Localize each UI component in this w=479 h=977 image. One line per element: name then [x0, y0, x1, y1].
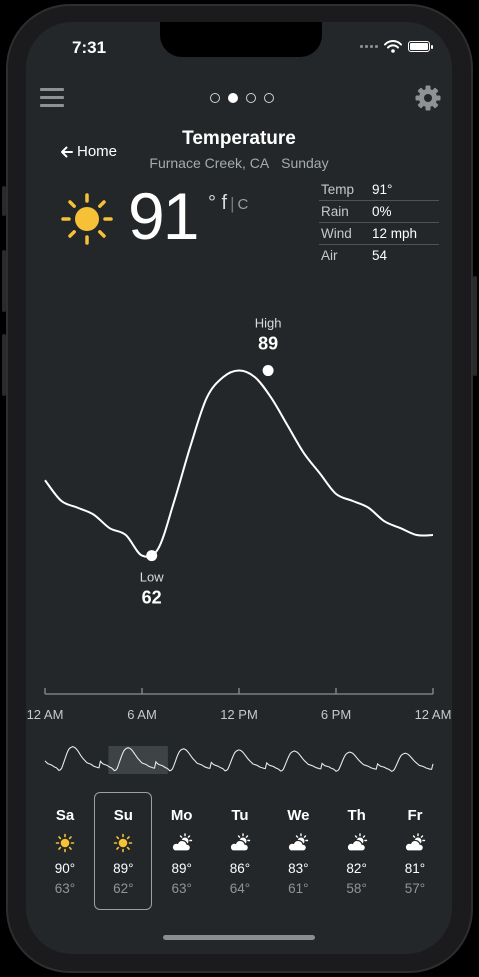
stat-label: Rain [321, 204, 349, 219]
page-dot[interactable] [228, 93, 238, 103]
unit-separator: | [230, 194, 235, 213]
day-high: 86° [229, 861, 251, 876]
wifi-icon [384, 40, 402, 53]
current-temperature: 91 [128, 179, 199, 253]
home-indicator[interactable] [163, 935, 315, 940]
day-low: 63° [54, 881, 76, 896]
day-high: 81° [404, 861, 426, 876]
x-tick-label: 12 AM [27, 707, 64, 722]
page-dot[interactable] [246, 93, 256, 103]
home-back-link[interactable]: Home [60, 143, 117, 160]
partly-cloudy-icon [211, 833, 269, 855]
arrow-left-icon [61, 146, 73, 157]
partly-cloudy-icon [269, 833, 327, 855]
partly-cloudy-icon [328, 833, 386, 855]
day-forecast-su[interactable]: Su 89° 62° [94, 792, 153, 910]
status-icons [360, 40, 433, 53]
status-time: 7:31 [72, 38, 107, 57]
home-label: Home [77, 143, 118, 160]
stat-label: Temp [321, 182, 355, 197]
notch [160, 22, 322, 57]
stat-value: 12 mph [372, 226, 418, 241]
day-low: 57° [404, 881, 426, 896]
stat-value: 54 [372, 248, 388, 263]
day-label: Su [113, 807, 133, 824]
day-high: 89° [113, 861, 134, 876]
high-value: 89 [258, 334, 278, 354]
volume-up-button [2, 250, 6, 312]
hamburger-menu-icon[interactable] [40, 88, 64, 108]
page-dot[interactable] [210, 93, 220, 103]
day-label: Sa [55, 807, 75, 824]
stat-value: 0% [372, 204, 392, 219]
sun-icon [95, 833, 151, 855]
day-high: 89° [171, 861, 192, 876]
stat-label: Wind [321, 226, 352, 241]
stat-value: 91° [372, 182, 393, 197]
gear-icon[interactable] [414, 84, 442, 112]
day-forecast-th[interactable]: Th 82° 58° [328, 792, 386, 910]
battery-icon [408, 41, 433, 52]
day-forecast-sa[interactable]: Sa 90° 63° [36, 792, 94, 910]
weekly-sparkline [44, 746, 434, 772]
stat-row: Wind 12 mph [319, 223, 439, 245]
x-tick-label: 12 PM [220, 707, 258, 722]
x-tick-label: 6 AM [127, 707, 157, 722]
weekly-forecast: Sa 90° 63° Su 89° 62° Mo 89° 63° Tu 86° 64°… [36, 792, 444, 910]
location-name: Furnace Creek, CA [149, 155, 270, 171]
day-label: We [287, 807, 310, 824]
sun-icon [36, 833, 94, 855]
day-forecast-fr[interactable]: Fr 81° 57° [386, 792, 444, 910]
page-title: Temperature [182, 128, 296, 149]
low-value: 62 [142, 588, 162, 608]
partly-cloudy-icon [386, 833, 444, 855]
day-forecast-we[interactable]: We 83° 61° [269, 792, 327, 910]
x-tick-label: 12 AM [415, 707, 452, 722]
day-low: 63° [171, 881, 192, 896]
day-forecast-mo[interactable]: Mo 89° 63° [153, 792, 211, 910]
unit-toggle[interactable]: ° f | C [208, 192, 248, 215]
day-high: 83° [288, 861, 309, 876]
low-point [146, 550, 158, 562]
page-dot[interactable] [264, 93, 274, 103]
app-screen: 7:31 Home Temperature Fur [26, 22, 452, 954]
power-button [473, 276, 477, 376]
high-point [262, 365, 274, 377]
day-high: 82° [346, 861, 367, 876]
side-button [2, 186, 6, 216]
x-tick-label: 6 PM [321, 707, 351, 722]
day-label: Th [347, 807, 366, 824]
sun-icon [61, 193, 113, 245]
volume-down-button [2, 334, 6, 396]
day-low: 61° [288, 881, 309, 896]
selected-day-range[interactable] [108, 746, 168, 774]
day-label: Mo [170, 807, 193, 824]
celsius-toggle[interactable]: C [237, 196, 249, 213]
high-label: High [255, 316, 282, 331]
location-subtitle: Furnace Creek, CA Sunday [26, 155, 452, 171]
signal-icon [360, 45, 378, 48]
stat-label: Air [321, 248, 338, 263]
day-low: 58° [346, 881, 367, 896]
fahrenheit-toggle[interactable]: ° f [208, 192, 228, 214]
day-low: 64° [229, 881, 251, 896]
stat-row: Rain 0% [319, 201, 439, 223]
day-label: Tu [231, 807, 249, 824]
day-high: 90° [54, 861, 76, 876]
day-forecast-tu[interactable]: Tu 86° 64° [211, 792, 269, 910]
stat-row: Air 54 [319, 245, 439, 266]
page-indicator[interactable] [210, 93, 274, 103]
temperature-line [44, 369, 434, 558]
temperature-chart: High 89 Low 62 12 AM 6 AM 12 PM 6 PM 12 AM [27, 316, 452, 774]
low-label: Low [140, 570, 164, 585]
stat-row: Temp 91° [319, 179, 439, 201]
day-label: Fr [407, 807, 423, 824]
partly-cloudy-icon [153, 833, 211, 855]
day-name: Sunday [281, 155, 329, 171]
stats-table: Temp 91° Rain 0% Wind 12 mph Air 54 [319, 179, 439, 266]
day-low: 62° [113, 881, 134, 896]
